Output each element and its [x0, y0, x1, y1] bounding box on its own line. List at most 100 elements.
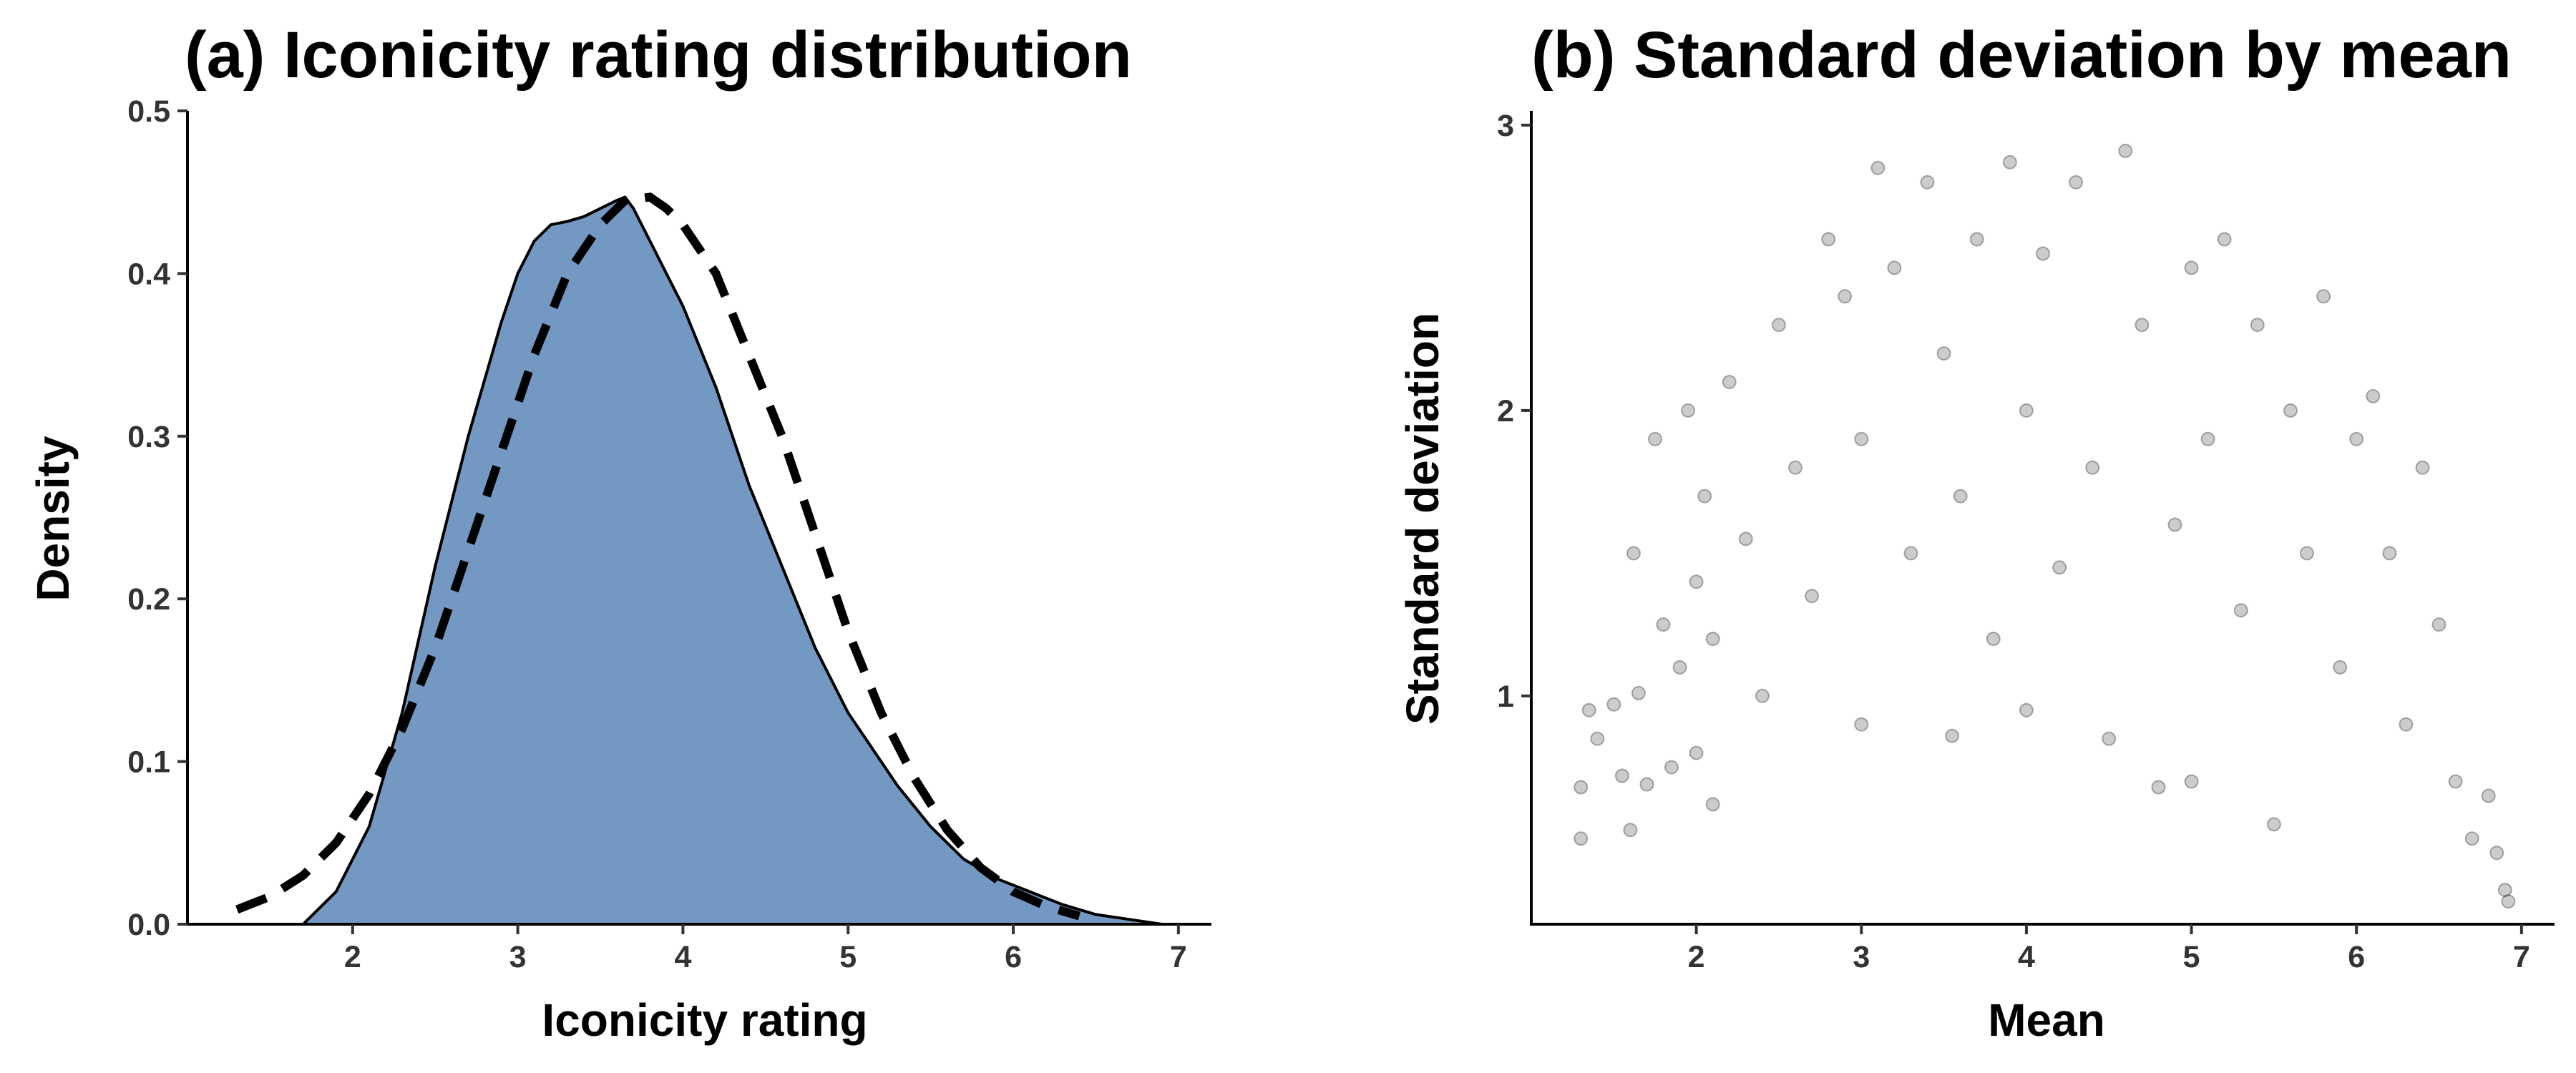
scatter-point	[1648, 431, 1662, 446]
scatter-point	[1945, 728, 1960, 743]
scatter-point	[2448, 774, 2463, 789]
panel-a-x-tick-label: 6	[1005, 940, 1022, 974]
scatter-point	[1705, 797, 1720, 812]
scatter-point	[1689, 745, 1704, 760]
panel-a-y-tick-label: 0.2	[127, 582, 170, 617]
panel-a-y-tick-label: 0.1	[127, 745, 170, 780]
scatter-point	[2069, 175, 2084, 190]
scatter-point	[2118, 143, 2133, 158]
scatter-point	[2217, 232, 2232, 247]
scatter-point	[1755, 688, 1770, 703]
panel-a-x-axis-title: Iconicity rating	[542, 994, 867, 1046]
panel-b-x-tick-label: 7	[2513, 940, 2530, 974]
panel-a-y-tick-label: 0.0	[127, 908, 170, 942]
panel-a-y-tick-label: 0.3	[127, 420, 170, 454]
scatter-point	[1697, 489, 1712, 504]
scatter-point	[1656, 617, 1671, 632]
scatter-point	[2200, 431, 2215, 446]
scatter-point	[1705, 632, 1720, 647]
scatter-point	[2431, 617, 2446, 632]
scatter-point	[1574, 831, 1589, 846]
panel-a-x-tick-label: 4	[674, 940, 691, 974]
scatter-point	[2036, 246, 2050, 261]
scatter-point	[2497, 883, 2512, 898]
normal-curve-line	[235, 192, 1081, 921]
scatter-point	[1689, 574, 1704, 589]
panel-b-x-tick-label: 3	[1853, 940, 1870, 974]
panel-b-x-tick-label: 4	[2018, 940, 2035, 974]
scatter-point	[1672, 660, 1687, 675]
scatter-point	[1590, 731, 1605, 746]
panel-a-x-tick-label: 3	[509, 940, 527, 974]
scatter-point	[2366, 388, 2381, 403]
scatter-point	[2382, 546, 2397, 561]
scatter-point	[1854, 717, 1869, 732]
scatter-point	[2316, 289, 2331, 304]
scatter-point	[2283, 403, 2298, 418]
scatter-point	[2167, 517, 2182, 532]
scatter-point	[1738, 531, 1753, 547]
panel-b-y-tick-label: 1	[1497, 680, 1514, 714]
scatter-point	[2135, 318, 2150, 333]
scatter-point	[2052, 560, 2067, 575]
scatter-point	[1631, 685, 1646, 700]
scatter-panel: (b) Standard deviation by mean Mean Stan…	[1397, 19, 2555, 1046]
scatter-point	[1581, 702, 1596, 717]
panel-a-y-axis-title: Density	[27, 436, 79, 602]
scatter-point	[2184, 260, 2199, 275]
scatter-point	[1854, 431, 1869, 446]
panel-b-y-tick-label: 2	[1497, 394, 1514, 428]
scatter-point	[2501, 894, 2516, 909]
scatter-point	[1772, 318, 1786, 333]
density-panel: (a) Iconicity rating distribution Iconic…	[27, 19, 1211, 1046]
panel-a-y-tick-label: 0.5	[127, 94, 170, 129]
panel-b-title: (b) Standard deviation by mean	[1531, 19, 2512, 92]
scatter-point	[2266, 817, 2281, 832]
scatter-point	[1969, 232, 1984, 247]
panel-b-x-tick-label: 5	[2183, 940, 2200, 974]
scatter-point	[1614, 768, 1629, 783]
scatter-point	[1788, 460, 1802, 475]
scatter-point	[2233, 603, 2248, 618]
scatter-point	[1821, 232, 1836, 247]
panel-a-plot-area: 2 3 4 5 6 7 0.0 0.1 0.2 0.3 0.4 0.5	[127, 94, 1211, 974]
panel-a-y-tick-label: 0.4	[127, 257, 170, 291]
scatter-point	[1639, 777, 1654, 792]
scatter-point	[1936, 346, 1951, 361]
scatter-point	[2481, 788, 2496, 803]
scatter-point	[1606, 697, 1621, 712]
scatter-point	[2019, 403, 2034, 418]
density-area	[301, 195, 1163, 926]
scatter-point	[1574, 780, 1589, 795]
scatter-point	[2349, 431, 2364, 446]
scatter-point	[1664, 760, 1679, 775]
scatter-point	[1681, 403, 1696, 418]
scatter-point	[2002, 155, 2017, 170]
panel-a-title: (a) Iconicity rating distribution	[185, 19, 1132, 92]
scatter-point	[2300, 546, 2314, 561]
panel-a-x-tick-label: 7	[1170, 940, 1187, 974]
scatter-point	[2184, 774, 2199, 789]
panel-a-x-tick-label: 5	[839, 940, 857, 974]
scatter-point	[1986, 632, 2001, 647]
scatter-point	[1623, 823, 1638, 838]
scatter-point	[2085, 460, 2100, 475]
scatter-point	[1870, 160, 1885, 175]
scatter-point	[1953, 489, 1968, 504]
scatter-point	[1920, 175, 1935, 190]
scatter-point	[1722, 375, 1737, 389]
scatter-point	[2415, 460, 2430, 475]
scatter-point	[1626, 546, 1641, 561]
scatter-point	[1838, 289, 1853, 304]
scatter-point	[1805, 589, 1820, 604]
scatter-point	[2399, 717, 2414, 732]
panel-b-x-tick-label: 6	[2348, 940, 2365, 974]
scatter-point	[1887, 260, 1902, 275]
scatter-point	[2250, 318, 2265, 333]
scatter-point	[2151, 780, 2166, 795]
scatter-point	[2333, 660, 2348, 675]
panel-a-x-tick-label: 2	[344, 940, 361, 974]
scatter-point	[2464, 831, 2479, 846]
panel-b-x-tick-label: 2	[1688, 940, 1705, 974]
